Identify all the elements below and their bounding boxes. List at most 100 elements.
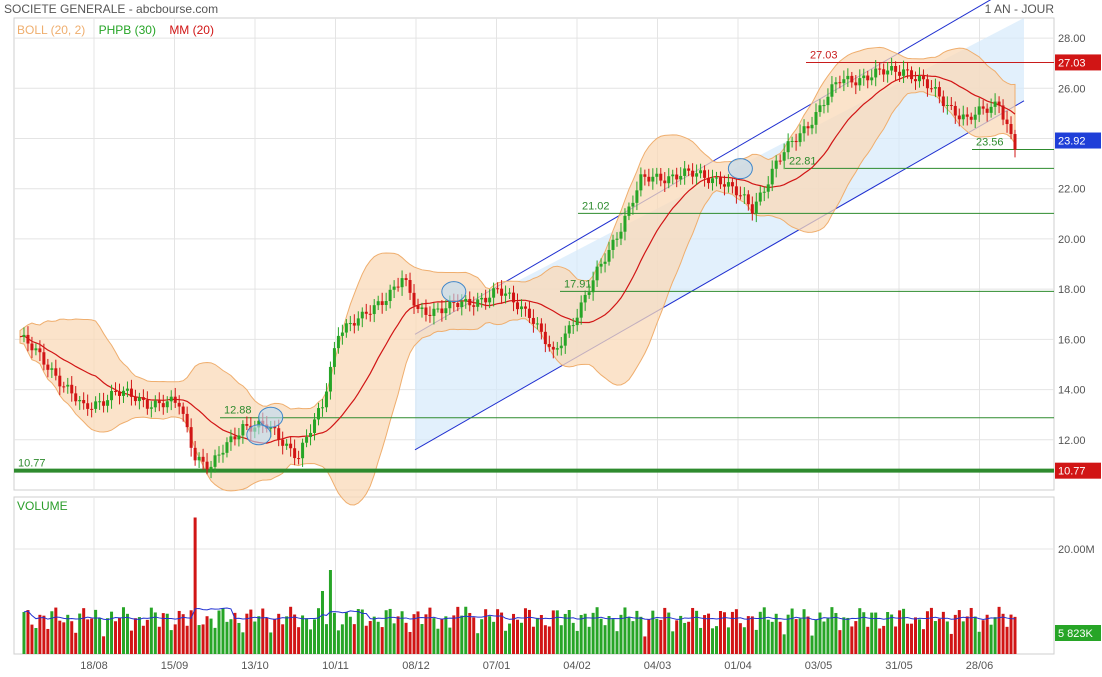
volume-bar — [547, 626, 551, 654]
volume-panel: 20.00M — [14, 517, 1095, 654]
candle-body — [583, 294, 587, 303]
volume-bar — [850, 626, 854, 654]
candle-body — [715, 177, 718, 179]
level-label: 27.03 — [810, 49, 838, 61]
volume-bar — [496, 609, 500, 654]
candle-body — [850, 75, 854, 83]
legend-phpb: PHPB (30) — [98, 23, 156, 37]
volume-bar — [249, 609, 253, 654]
y-tick-label: 28.00 — [1058, 33, 1086, 45]
candle-body — [273, 426, 277, 429]
candle-body — [754, 201, 758, 214]
volume-bar — [1001, 613, 1005, 654]
candle-body — [703, 170, 707, 178]
candle-body — [603, 261, 607, 264]
volume-bar — [30, 624, 34, 654]
candle-body — [818, 105, 822, 113]
candle-body — [890, 66, 894, 71]
candle-body — [289, 443, 293, 449]
volume-bar — [599, 618, 603, 654]
candle-body — [62, 386, 66, 388]
y-tick-label: 18.00 — [1058, 284, 1086, 296]
volume-bar — [921, 629, 925, 654]
candle-body — [707, 177, 711, 184]
volume-bar — [221, 608, 225, 654]
volume-bar — [738, 623, 742, 654]
candle-body — [691, 170, 695, 177]
candle-body — [794, 140, 798, 143]
candle-body — [774, 160, 778, 169]
volume-bar — [185, 625, 189, 654]
volume-bar — [878, 628, 882, 654]
candle-body — [245, 424, 249, 426]
volume-bar — [86, 619, 90, 654]
candle-body — [30, 343, 34, 351]
volume-bar — [925, 611, 929, 654]
volume-bar — [870, 612, 874, 654]
candle-body — [571, 325, 575, 327]
candle-body — [512, 292, 516, 303]
candle-body — [910, 70, 914, 80]
volume-bar — [480, 619, 484, 654]
volume-bar — [177, 610, 181, 654]
volume-bar — [281, 624, 285, 654]
volume-bar — [531, 626, 535, 654]
candle-body — [615, 238, 619, 240]
candle-body — [1009, 124, 1013, 135]
volume-bar — [468, 612, 472, 654]
y-tick-label: 20.00 — [1058, 234, 1086, 246]
volume-bar — [297, 627, 301, 654]
volume-bar — [603, 625, 607, 654]
candle-body — [527, 308, 531, 318]
candle-body — [508, 292, 512, 294]
candle-body — [758, 192, 762, 202]
volume-bar — [400, 611, 404, 654]
candle-body — [324, 391, 328, 408]
volume-bar — [949, 633, 953, 654]
candle-body — [619, 231, 623, 239]
volume-bar — [118, 617, 121, 654]
candle-body — [523, 306, 527, 309]
volume-bar — [324, 624, 328, 654]
price-panel-frame — [13, 17, 1055, 491]
candle-body — [205, 461, 209, 470]
signal-circle — [246, 424, 272, 446]
volume-bar — [460, 615, 464, 654]
candle-body — [734, 186, 738, 196]
volume-bar — [806, 616, 810, 654]
volume-bar — [512, 613, 516, 654]
volume-bar — [205, 616, 209, 654]
volume-bar — [882, 625, 886, 654]
volume-bar — [245, 613, 249, 654]
candle-body — [504, 293, 508, 296]
candle-body — [806, 126, 810, 129]
volume-bar — [718, 611, 722, 654]
candle-body — [149, 407, 153, 409]
x-tick-label: 08/12 — [402, 660, 430, 672]
volume-bar — [965, 616, 969, 654]
level-label: 10.77 — [18, 458, 46, 470]
candle-body — [440, 308, 444, 314]
volume-bar — [579, 614, 583, 654]
volume-bar — [707, 613, 711, 654]
candle-body — [607, 249, 611, 262]
candle-body — [396, 286, 400, 288]
volume-bar — [253, 621, 257, 654]
volume-bar — [683, 622, 687, 654]
volume-bar — [523, 608, 527, 654]
candle-body — [197, 456, 201, 461]
candle-body — [305, 437, 309, 443]
volume-bar — [715, 626, 718, 654]
level-label: 22.81 — [789, 155, 817, 167]
volume-bar — [679, 615, 683, 654]
volume-bar — [894, 626, 898, 654]
candle-body — [336, 335, 340, 349]
candle-body — [531, 317, 535, 324]
volume-bar — [22, 612, 26, 654]
candle-body — [38, 348, 42, 353]
volume-bar — [233, 612, 237, 654]
volume-bar — [42, 615, 46, 654]
candle-body — [416, 305, 420, 309]
volume-bar — [933, 621, 937, 654]
volume-bar — [269, 632, 273, 654]
